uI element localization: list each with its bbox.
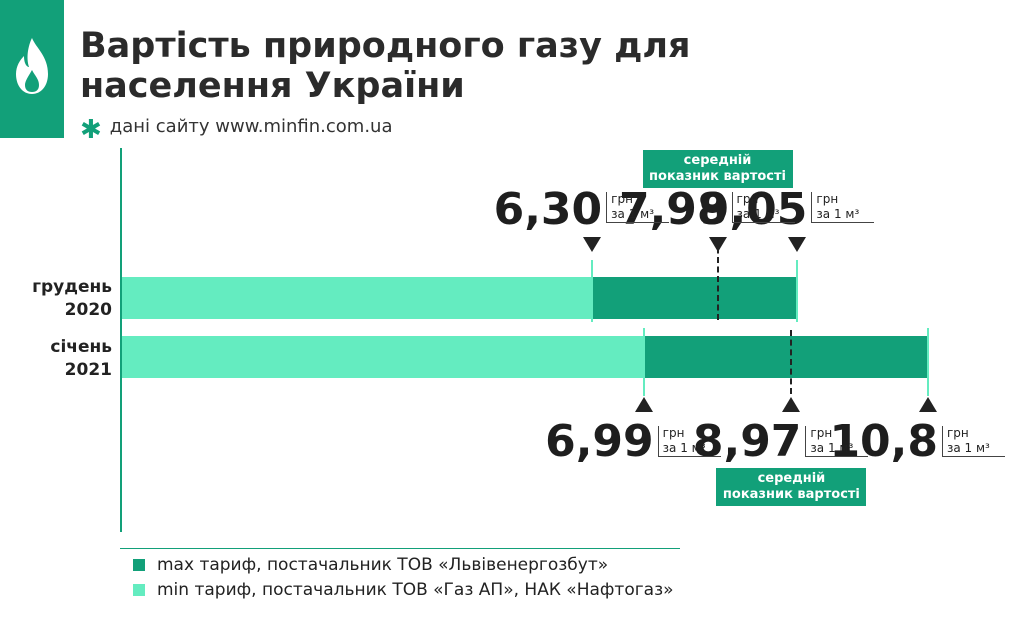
row-label-january: січень 2021 <box>10 336 112 382</box>
source-text: дані сайту www.minfin.com.ua <box>109 116 393 137</box>
marker-avg-january <box>782 397 801 412</box>
axis-line <box>120 148 122 532</box>
legend-item-min: min тариф, постачальник ТОВ «Газ АП», НА… <box>133 580 674 600</box>
unit-label: грн за 1 м³ <box>606 192 670 223</box>
row-label-month: грудень <box>32 277 112 297</box>
legend-swatch-max <box>133 559 145 571</box>
unit-label: грн за 1 м³ <box>811 192 875 223</box>
legend-swatch-min <box>133 584 145 596</box>
marker-min-january <box>634 397 653 412</box>
value-max-december: 9,05 <box>698 184 808 235</box>
legend-divider <box>120 548 680 549</box>
marker-max-january <box>919 397 937 412</box>
value-min-january: 6,99 <box>545 416 654 467</box>
source-note: ✱ дані сайту www.minfin.com.ua <box>80 115 393 145</box>
row-label-year: 2020 <box>64 300 112 320</box>
value-avg-december: 7,98 <box>618 184 728 235</box>
average-label-december: середній показник вартості <box>642 150 793 188</box>
row-label-december: грудень 2020 <box>10 276 112 322</box>
legend-label-max: max тариф, постачальник ТОВ «Львівенерго… <box>157 555 609 575</box>
tick-min-december <box>591 260 594 322</box>
average-label-january: середній показник вартості <box>716 468 867 506</box>
value-max-january: 10,8 <box>829 416 938 467</box>
average-line-december <box>716 238 719 320</box>
row-label-month: січень <box>50 337 112 357</box>
unit-label: грн за 1 м³ <box>657 426 721 457</box>
unit-label: грн за 1 м³ <box>942 426 1005 457</box>
legend-item-max: max тариф, постачальник ТОВ «Львівенерго… <box>133 555 608 575</box>
marker-min-december <box>583 237 602 252</box>
legend-label-min: min тариф, постачальник ТОВ «Газ АП», НА… <box>157 580 674 600</box>
bar-min-january <box>122 336 644 378</box>
bar-min-december <box>122 277 593 319</box>
logo-panel <box>0 0 64 138</box>
tick-min-january <box>642 328 645 396</box>
unit-label: грн за 1 м³ <box>805 426 869 457</box>
unit-label: грн за 1 м³ <box>731 192 795 223</box>
bar-max-december <box>592 277 798 319</box>
value-min-december: 6,30 <box>493 184 603 235</box>
flame-icon <box>16 38 48 94</box>
tick-max-december <box>796 260 799 322</box>
marker-avg-december <box>708 237 727 252</box>
marker-max-december <box>788 237 807 252</box>
bar-max-january <box>643 336 928 378</box>
value-avg-january: 8,97 <box>692 416 802 467</box>
average-line-january <box>790 330 793 394</box>
tick-max-january <box>927 328 929 396</box>
row-label-year: 2021 <box>64 360 112 380</box>
page-title: Вартість природного газу для населення У… <box>80 26 691 106</box>
asterisk-icon: ✱ <box>80 115 102 145</box>
